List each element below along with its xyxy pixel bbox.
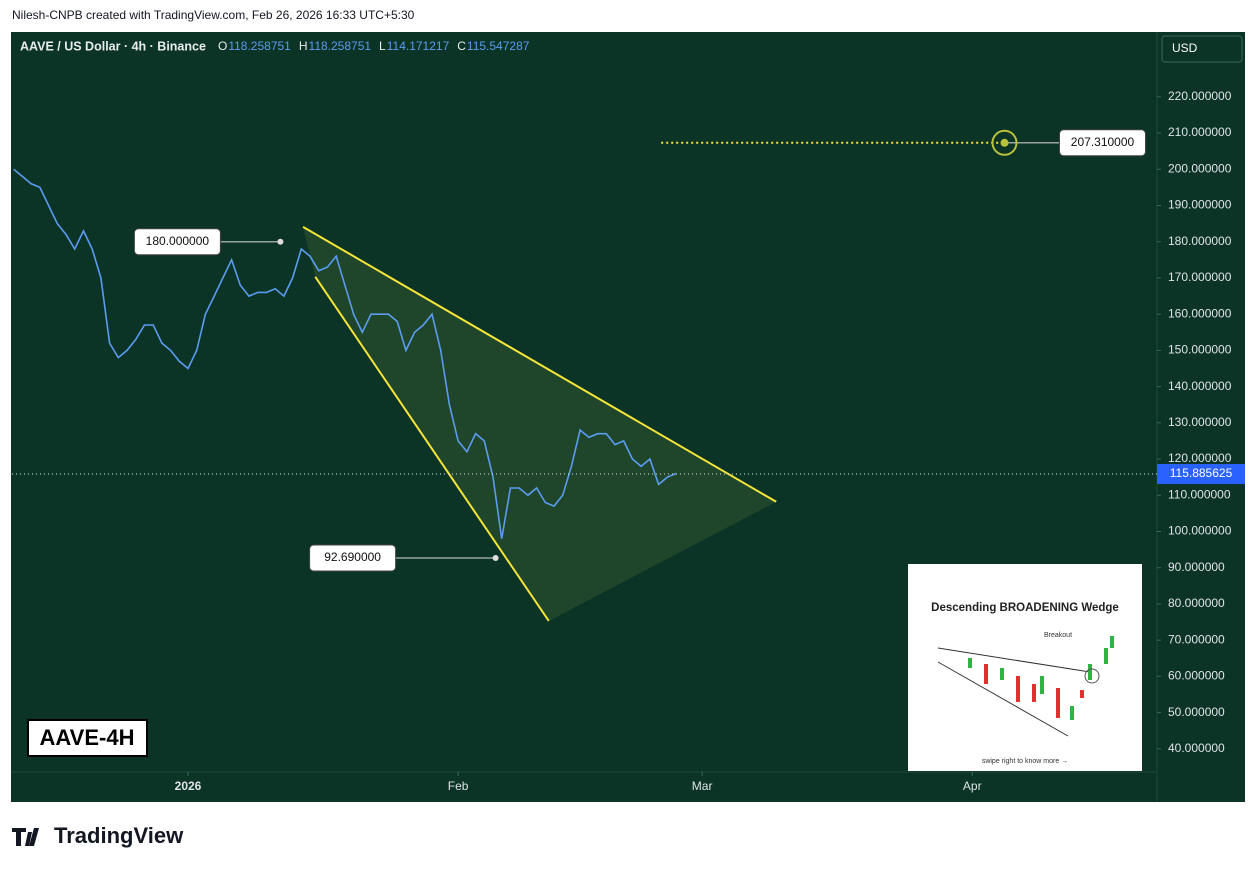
attribution: Nilesh-CNPB created with TradingView.com… bbox=[12, 8, 415, 22]
ohlc-value: 115.547287 bbox=[467, 39, 530, 53]
y-tick-label: 140.000000 bbox=[1168, 379, 1232, 393]
inset-title: Descending BROADENING Wedge bbox=[931, 602, 1119, 614]
inset-line bbox=[937, 647, 1091, 673]
y-tick-label: 60.000000 bbox=[1168, 669, 1225, 683]
wedge-fill bbox=[303, 226, 777, 621]
trendline bbox=[314, 276, 550, 622]
ohlc-label: C bbox=[457, 39, 466, 53]
x-tick-label: Feb bbox=[448, 779, 469, 793]
y-tick-label: 90.000000 bbox=[1168, 560, 1225, 574]
y-tick-label: 110.000000 bbox=[1168, 487, 1231, 501]
inset-candles bbox=[968, 636, 1114, 720]
inset-line bbox=[937, 661, 1069, 737]
inset-breakout: Breakout bbox=[1044, 632, 1072, 639]
y-tick-label: 170.000000 bbox=[1168, 270, 1232, 284]
callout-box bbox=[309, 544, 397, 572]
y-tick-label: 130.000000 bbox=[1168, 415, 1232, 429]
symbol-title: AAVE / US Dollar · 4h · Binance bbox=[20, 39, 206, 53]
y-tick-label: 70.000000 bbox=[1168, 632, 1225, 646]
callout-point bbox=[277, 238, 284, 245]
y-tick-label: 120.000000 bbox=[1168, 451, 1232, 465]
x-tick-label: 2026 bbox=[175, 779, 202, 793]
inset-image: Descending BROADENING Wedge Breakout swi… bbox=[908, 564, 1142, 771]
ohlc-value: 114.171217 bbox=[387, 39, 450, 53]
trendline bbox=[302, 226, 777, 503]
badge: AAVE-4H bbox=[40, 725, 135, 750]
y-tick-label: 180.000000 bbox=[1168, 234, 1232, 248]
ohlc-value: 118.258751 bbox=[228, 39, 291, 53]
y-tick-label: 150.000000 bbox=[1168, 343, 1232, 357]
ohlc-legend: O 118.258751 H 118.258751 L 114.171217 C 115.54… bbox=[218, 39, 530, 53]
brand: TradingView bbox=[54, 823, 184, 848]
inset-ring bbox=[1084, 668, 1100, 684]
ohlc-label: O bbox=[218, 39, 227, 53]
currency-button[interactable] bbox=[1161, 35, 1243, 63]
currency: USD bbox=[1172, 41, 1198, 55]
callout-point bbox=[492, 554, 499, 561]
y-tick-label: 50.000000 bbox=[1168, 705, 1225, 719]
y-tick-label: 210.000000 bbox=[1168, 125, 1232, 139]
x-tick-label: Apr bbox=[963, 779, 982, 793]
y-tick-label: 80.000000 bbox=[1168, 596, 1225, 610]
callout-label: 180.000000 bbox=[146, 234, 210, 248]
last-price-label: 115.885625 bbox=[1170, 466, 1233, 480]
y-tick-label: 220.000000 bbox=[1168, 89, 1232, 103]
callout-box bbox=[1059, 129, 1147, 157]
last-price-tag bbox=[1157, 463, 1245, 484]
price-line bbox=[13, 168, 677, 539]
callout-box bbox=[133, 228, 221, 256]
badge-box bbox=[27, 719, 148, 757]
callout-label: 92.690000 bbox=[324, 550, 381, 564]
inset-candles bbox=[984, 664, 1084, 718]
inset-background bbox=[908, 564, 1142, 771]
callout-point bbox=[1000, 138, 1009, 147]
y-tick-label: 200.000000 bbox=[1168, 161, 1232, 175]
y-tick-label: 40.000000 bbox=[1168, 741, 1225, 755]
y-tick-label: 160.000000 bbox=[1168, 306, 1232, 320]
inset-caption: swipe right to know more → bbox=[982, 758, 1068, 765]
target-ring bbox=[991, 129, 1018, 156]
ohlc-label: L bbox=[379, 39, 386, 53]
callout-label: 207.310000 bbox=[1071, 135, 1135, 149]
brand-icon bbox=[12, 828, 39, 846]
ohlc-value: 118.258751 bbox=[309, 39, 372, 53]
y-tick-label: 190.000000 bbox=[1168, 198, 1232, 212]
x-tick-label: Mar bbox=[692, 779, 713, 793]
y-tick-label: 100.000000 bbox=[1168, 524, 1232, 538]
ohlc-label: H bbox=[299, 39, 308, 53]
brand-logo: TradingView bbox=[12, 823, 184, 848]
